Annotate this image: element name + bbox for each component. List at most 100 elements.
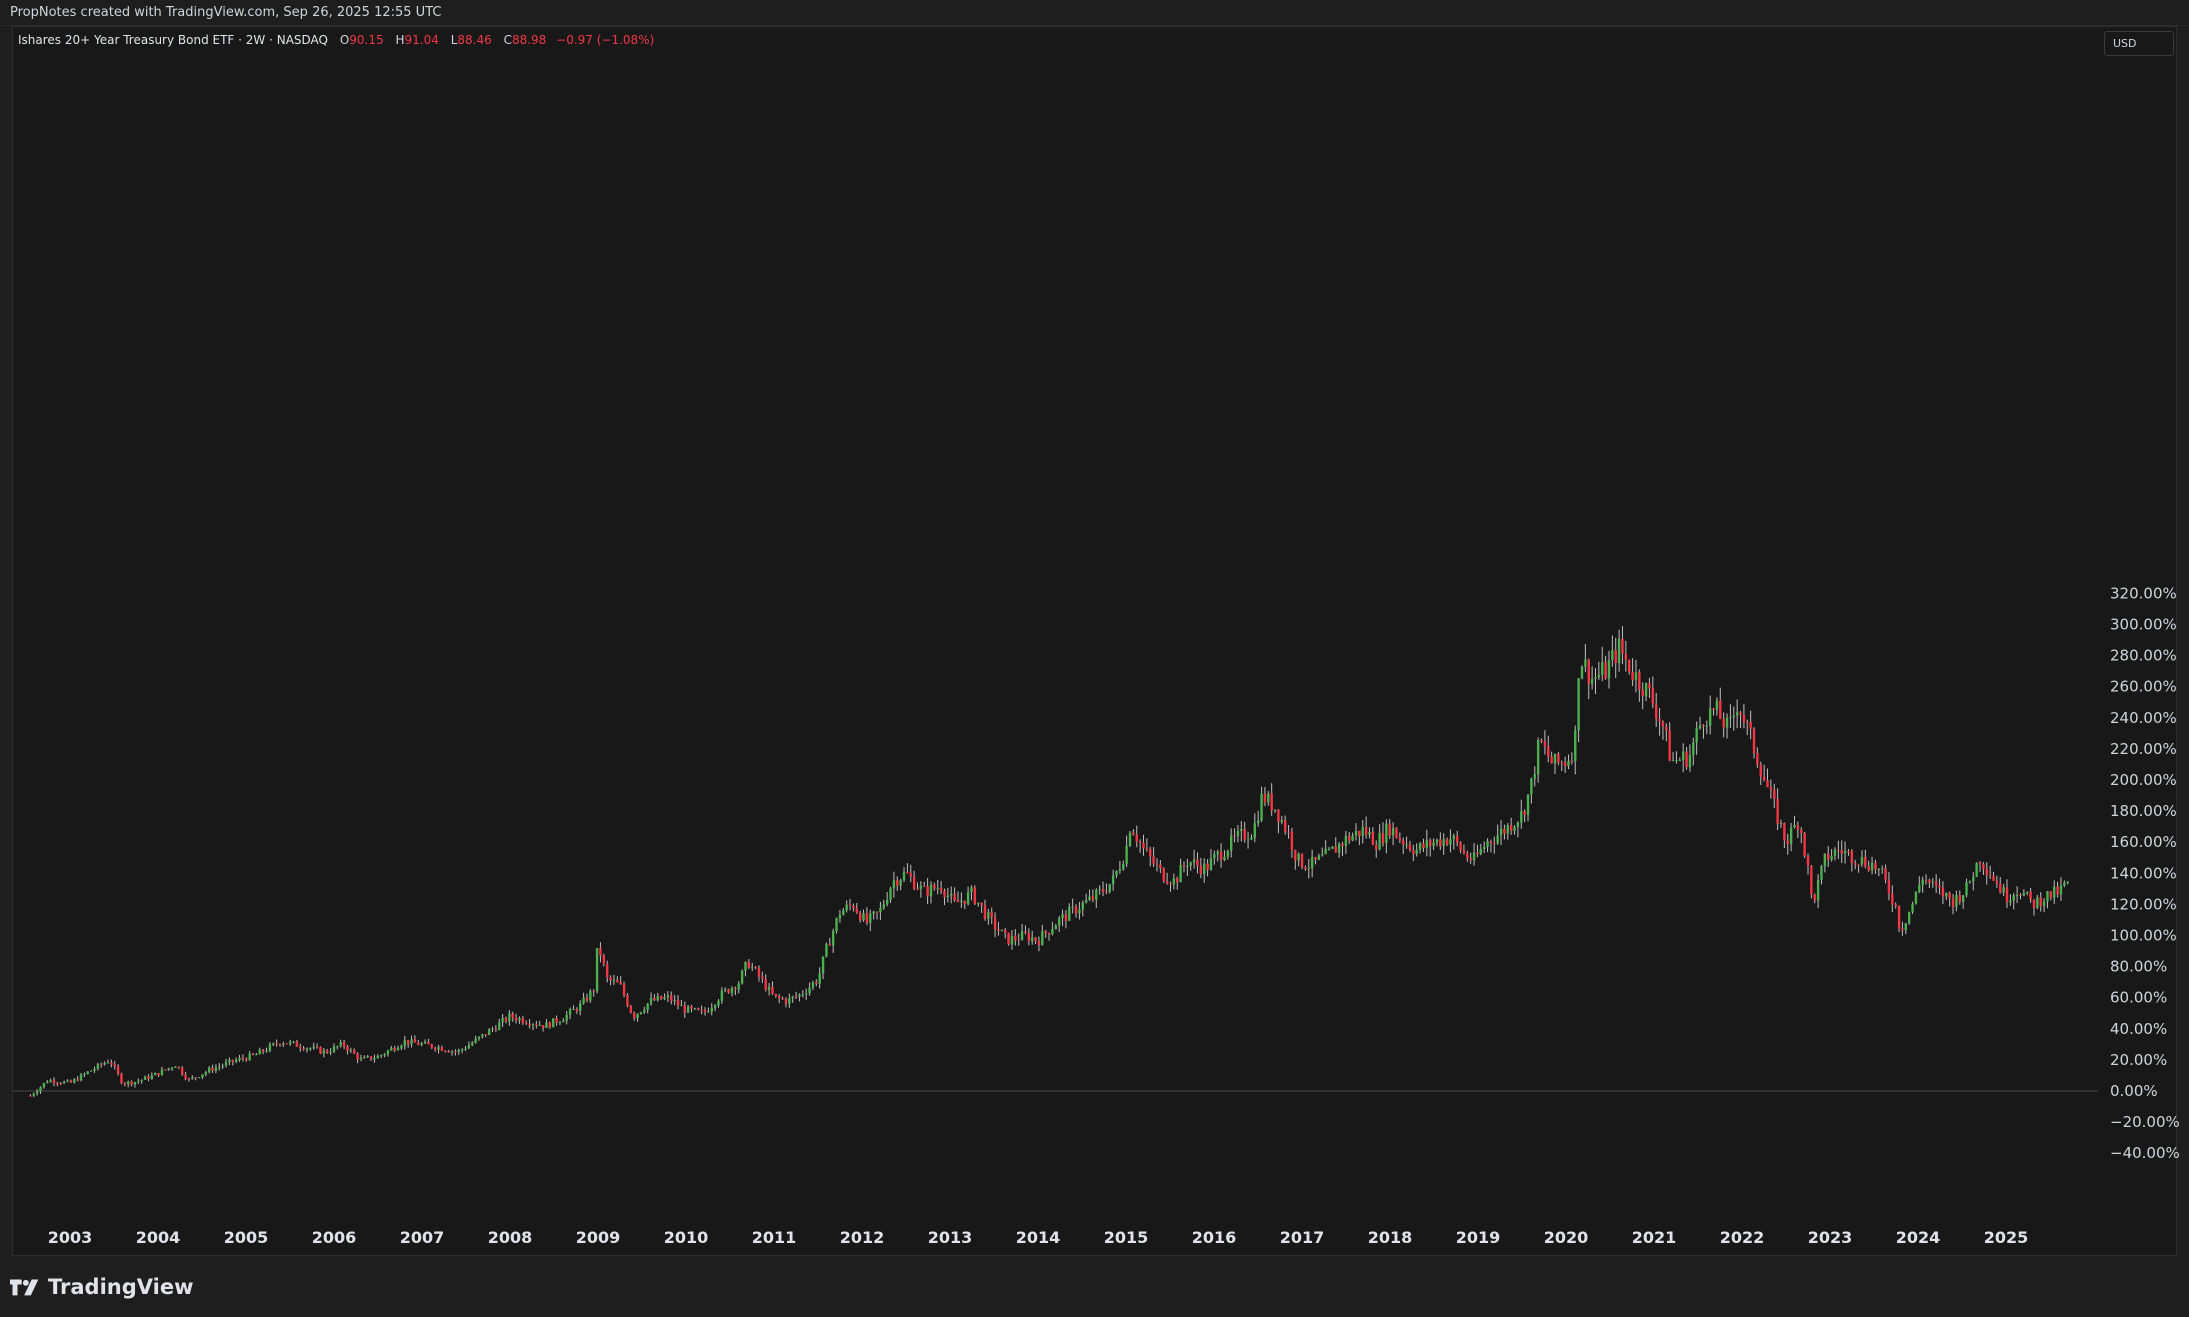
candle-body — [1307, 868, 1310, 870]
candle-body — [1914, 891, 1918, 904]
candle-body — [761, 976, 764, 979]
candle-body — [1074, 906, 1078, 914]
candle-body — [1695, 728, 1698, 743]
candle-body — [1985, 868, 1988, 875]
candle-body — [1297, 853, 1300, 861]
candle-body — [1337, 843, 1341, 853]
candle-body — [62, 1081, 66, 1084]
candle-body — [1614, 649, 1617, 664]
candle-body — [646, 1003, 649, 1011]
candle-body — [1749, 721, 1752, 729]
candle-body — [275, 1043, 278, 1045]
candle-body — [366, 1056, 369, 1058]
candle-body — [977, 902, 980, 904]
x-tick-label: 2009 — [576, 1228, 621, 1247]
candle-body — [1395, 827, 1398, 838]
x-tick-label: 2013 — [928, 1228, 973, 1247]
candle-body — [1762, 776, 1766, 781]
candle-body — [2032, 899, 2036, 908]
candle-body — [1034, 937, 1037, 941]
candle-body — [1860, 856, 1864, 865]
candle-body — [1425, 840, 1429, 848]
candle-body — [1631, 672, 1634, 681]
candle-body — [42, 1083, 46, 1088]
currency-button[interactable]: USD — [2104, 31, 2174, 56]
y-tick-label: 0.00% — [2110, 1082, 2158, 1100]
candle-body — [1452, 835, 1456, 840]
candle-body — [1918, 885, 1921, 892]
candle-body — [433, 1047, 437, 1050]
candle-body — [1972, 877, 1975, 882]
candle-body — [1570, 760, 1574, 762]
candle-body — [1236, 830, 1240, 837]
candle-body — [406, 1040, 410, 1045]
candle-body — [1412, 849, 1415, 855]
candle-body — [700, 1009, 703, 1011]
candle-body — [697, 1008, 700, 1010]
candle-body — [794, 996, 798, 998]
candle-body — [1014, 935, 1017, 940]
x-tick-label: 2025 — [1984, 1228, 2029, 1247]
candle-body — [2039, 897, 2042, 907]
brand-name: TradingView — [48, 1275, 194, 1299]
candle-body — [1644, 683, 1648, 697]
candle-body — [1712, 708, 1715, 710]
candle-body — [1375, 844, 1378, 850]
candle-body — [1081, 902, 1084, 910]
candle-body — [339, 1042, 342, 1047]
candle-body — [1206, 863, 1209, 870]
candle-body — [467, 1045, 471, 1049]
tradingview-branding[interactable]: TradingView — [10, 1272, 193, 1302]
candle-body — [616, 979, 619, 983]
candle-body — [1867, 866, 1870, 871]
candle-body — [1445, 839, 1449, 845]
candle-body — [1010, 935, 1014, 945]
candle-body — [1816, 879, 1820, 901]
candle-body — [950, 893, 953, 896]
candle-body — [1422, 843, 1425, 848]
change-value: −0.97 (−1.08%) — [556, 33, 655, 47]
candle-body — [157, 1072, 160, 1076]
candle-body — [1007, 932, 1010, 945]
candle-body — [1368, 832, 1371, 835]
candle-body — [1213, 854, 1216, 859]
candle-body — [1459, 842, 1462, 851]
candle-body — [1199, 865, 1203, 875]
candle-body — [1223, 856, 1226, 861]
x-tick-label: 2019 — [1456, 1228, 1501, 1247]
candle-body — [997, 929, 1000, 932]
candle-body — [939, 888, 943, 891]
candle-body — [740, 970, 744, 984]
candle-body — [649, 997, 653, 1004]
candle-body — [2066, 881, 2069, 883]
candle-body — [1877, 868, 1881, 870]
candle-body — [49, 1080, 52, 1083]
candle-body — [376, 1056, 380, 1059]
candle-body — [804, 993, 808, 995]
close-value: 88.98 — [511, 33, 547, 47]
candle-body — [1344, 835, 1348, 846]
candle-body — [1550, 756, 1553, 764]
candle-body — [83, 1073, 86, 1075]
x-tick-label: 2010 — [664, 1228, 709, 1247]
candle-body — [1928, 879, 1931, 883]
candle-body — [1300, 853, 1304, 868]
candle-body — [1324, 848, 1327, 855]
candle-body — [420, 1043, 423, 1045]
candle-body — [525, 1022, 528, 1024]
candle-body — [1708, 708, 1712, 726]
candle-body — [211, 1067, 214, 1071]
candle-body — [248, 1053, 251, 1061]
candle-body — [990, 911, 993, 918]
candle-body — [373, 1058, 376, 1060]
candle-body — [29, 1095, 32, 1097]
x-tick-label: 2021 — [1632, 1228, 1677, 1247]
candle-body — [751, 967, 754, 969]
chart-pane[interactable] — [12, 26, 2177, 1256]
candle-body — [1192, 859, 1196, 863]
candle-body — [514, 1017, 518, 1021]
candle-body — [1681, 751, 1685, 761]
candle-body — [1988, 874, 1992, 876]
candle-body — [720, 990, 724, 1001]
